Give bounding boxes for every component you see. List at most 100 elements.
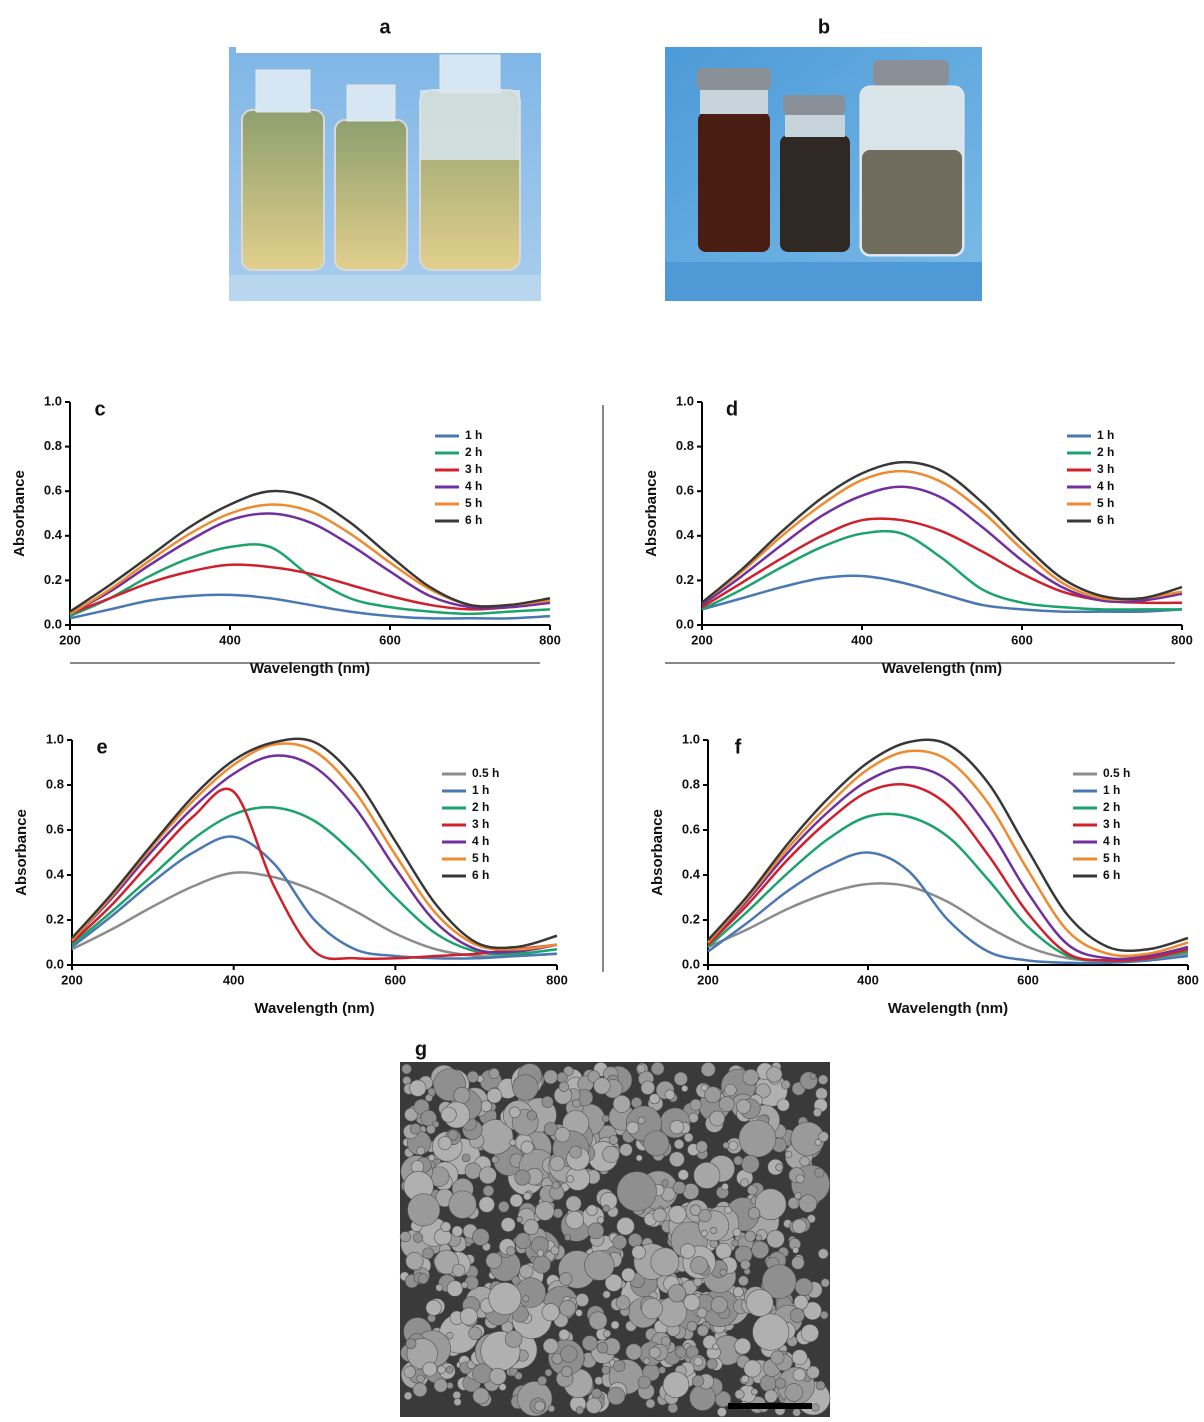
- particle: [480, 1100, 493, 1113]
- particle: [709, 1226, 718, 1235]
- particle: [732, 1286, 744, 1298]
- x-tick-label: 200: [59, 632, 81, 647]
- particle: [560, 1345, 578, 1363]
- particle: [625, 1343, 643, 1361]
- particle: [704, 1086, 722, 1104]
- particle: [621, 1267, 636, 1282]
- particle: [733, 1155, 743, 1166]
- y-tick-label: 0.4: [46, 866, 65, 881]
- particle: [440, 1221, 452, 1233]
- particle: [672, 1181, 686, 1195]
- particle: [650, 1061, 665, 1076]
- particle: [791, 1349, 808, 1366]
- y-tick-label: 0.6: [44, 483, 62, 498]
- particle: [575, 1406, 584, 1415]
- x-tick-label: 800: [1177, 972, 1199, 987]
- sem-image: [399, 1061, 831, 1417]
- particle: [693, 1356, 703, 1367]
- particle: [472, 1228, 490, 1246]
- particle: [809, 1072, 817, 1080]
- particle: [752, 1313, 790, 1351]
- particle: [700, 1229, 708, 1237]
- particle: [794, 1277, 813, 1296]
- particle: [698, 1208, 712, 1223]
- y-axis-label: Absorbance: [649, 809, 666, 896]
- legend-label: 6 h: [472, 868, 489, 882]
- particle: [764, 1389, 778, 1403]
- particle: [721, 1182, 729, 1191]
- particle: [793, 1294, 809, 1310]
- particle: [472, 1363, 493, 1384]
- particle: [784, 1383, 804, 1402]
- y-tick-label: 0.0: [46, 956, 64, 971]
- series-line: [707, 765, 1189, 961]
- panel-label: a: [379, 16, 391, 38]
- particle: [464, 1162, 482, 1180]
- y-tick-label: 1.0: [44, 393, 62, 408]
- particle: [506, 1246, 516, 1256]
- particle: [661, 1179, 669, 1187]
- particle: [640, 1080, 655, 1095]
- particle: [669, 1151, 685, 1168]
- y-axis-label: Absorbance: [13, 809, 30, 896]
- series-line: [701, 460, 1183, 604]
- particle: [814, 1139, 822, 1146]
- scale-bar: [728, 1403, 812, 1409]
- particle: [459, 1307, 478, 1326]
- particle: [695, 1140, 708, 1153]
- particle: [612, 1234, 627, 1250]
- particle: [422, 1361, 438, 1377]
- particle: [523, 1219, 540, 1236]
- particle: [751, 1240, 770, 1259]
- particle: [747, 1184, 758, 1196]
- particle: [794, 1192, 802, 1200]
- particle: [519, 1264, 534, 1279]
- particle: [516, 1216, 523, 1223]
- particle: [601, 1114, 610, 1123]
- particle: [565, 1210, 584, 1230]
- particle: [514, 1232, 532, 1250]
- particle: [604, 1274, 623, 1292]
- y-tick-label: 1.0: [46, 731, 64, 746]
- particle: [575, 1309, 583, 1317]
- panel-label: g: [415, 1038, 427, 1060]
- particle: [717, 1407, 727, 1417]
- particle: [616, 1217, 635, 1236]
- particle: [628, 1233, 643, 1248]
- x-tick-label: 400: [857, 972, 879, 987]
- chart: 0.0 0.2 0.4 0.6 0.8 1.0 200 400 600 800 Wavelength…: [643, 393, 1193, 677]
- particle: [488, 1068, 500, 1080]
- legend-label: 6 h: [1097, 513, 1114, 527]
- particle: [817, 1248, 829, 1260]
- panel-label: b: [818, 16, 830, 38]
- legend-label: 5 h: [472, 851, 489, 865]
- x-tick-label: 600: [1011, 632, 1033, 647]
- particle: [491, 1155, 499, 1164]
- particle: [403, 1365, 416, 1378]
- particle: [674, 1346, 687, 1358]
- x-tick-label: 600: [1017, 972, 1039, 987]
- particle: [607, 1386, 626, 1405]
- legend-label: 0.5 h: [472, 766, 499, 780]
- particle: [775, 1163, 784, 1172]
- particle: [498, 1201, 510, 1213]
- particle: [784, 1150, 793, 1159]
- particle: [724, 1083, 737, 1097]
- particle: [792, 1408, 801, 1417]
- particle: [559, 1299, 577, 1317]
- particle: [631, 1245, 646, 1260]
- particle: [412, 1232, 424, 1243]
- particle: [509, 1138, 517, 1146]
- series-line: [701, 485, 1183, 606]
- legend-label: 2 h: [472, 800, 489, 814]
- particle: [818, 1074, 829, 1085]
- legend-label: 5 h: [1097, 496, 1114, 510]
- series-line: [707, 851, 1189, 965]
- x-tick-label: 200: [61, 972, 83, 987]
- particle: [403, 1391, 413, 1400]
- particle: [581, 1335, 598, 1352]
- particle: [673, 1139, 685, 1150]
- particle: [544, 1368, 553, 1377]
- y-tick-label: 0.6: [46, 821, 64, 836]
- particle: [677, 1169, 689, 1181]
